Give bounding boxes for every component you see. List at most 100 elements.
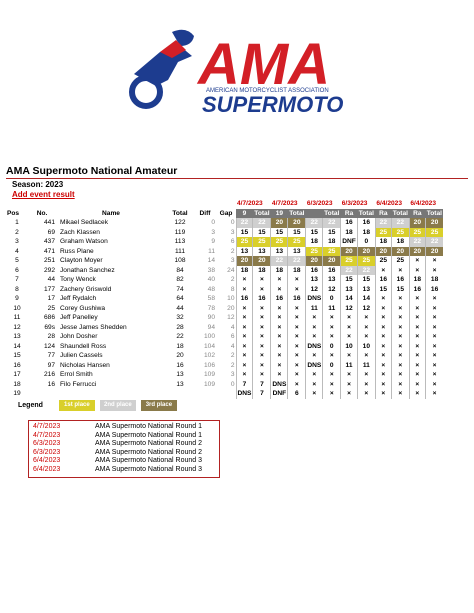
race-result-cell: 16	[270, 294, 288, 304]
race-result-cell: ×	[408, 294, 426, 304]
event-total-cell: ×	[424, 313, 444, 323]
event-total-cell: ×	[287, 351, 306, 361]
event-total-cell: ×	[390, 379, 410, 389]
event-total-cell: ×	[287, 379, 306, 389]
gap-cell: 6	[230, 238, 235, 246]
number-cell: 16	[47, 380, 55, 388]
event-total-cell: 20	[287, 218, 306, 228]
rider-name-cell: Mikael Sedlacek	[60, 219, 109, 227]
event-total-cell: ×	[322, 379, 341, 389]
race-result-cell: 13	[270, 246, 288, 256]
event-total-cell: 13	[287, 246, 306, 256]
pos-cell: 16	[13, 361, 21, 369]
event-total-cell: ×	[322, 313, 341, 323]
total-cell: 119	[174, 228, 186, 236]
race-result-cell: DNF	[340, 237, 358, 247]
event-date: 4/7/2023	[271, 200, 298, 208]
event-total-cell: 0	[322, 294, 341, 304]
event-total-cell: ×	[322, 332, 341, 342]
event-list-item[interactable]: 6/3/2023 AMA Supermoto National Round 2	[33, 440, 215, 449]
race-result-cell: 18	[340, 227, 358, 237]
gap-cell: 2	[230, 361, 235, 369]
race-result-cell: 13	[235, 246, 253, 256]
total-cell: 44	[176, 304, 184, 312]
event-total-cell: 18	[287, 265, 306, 275]
event-total-cell: ×	[252, 360, 271, 370]
event-total-cell: ×	[252, 370, 271, 380]
diff-cell: 106	[203, 361, 215, 369]
event-total-cell: 25	[322, 246, 341, 256]
race-result-cell: ×	[408, 265, 426, 275]
rider-name-cell: Corey Gushiwa	[60, 304, 106, 312]
race-result-cell: 15	[340, 275, 358, 285]
race-result-cell: 20	[270, 218, 288, 228]
race-result-cell: ×	[305, 313, 323, 323]
race-result-cell: DNS	[270, 379, 288, 389]
event-total-cell: ×	[390, 389, 410, 399]
number-cell: 28	[47, 333, 55, 341]
race-result-cell: 13	[340, 284, 358, 294]
table-row: 14 124 Shaundell Ross 18 104 4 × × × × DNS 0 10 10 × × ×…	[6, 341, 444, 351]
rider-name-cell	[56, 389, 166, 399]
add-event-result-link[interactable]: Add event result	[12, 190, 75, 199]
number-cell: 216	[43, 371, 55, 379]
race-result-cell: ×	[270, 332, 288, 342]
event-total-cell: ×	[424, 332, 444, 342]
event-list-item[interactable]: 6/4/2023 AMA Supermoto National Round 3	[33, 466, 215, 475]
table-row: 7 44 Tony Wenck 82 40 2 × × × × 13 13 15 15 16 16 18 18	[6, 275, 444, 285]
race-result-cell: ×	[340, 370, 358, 380]
race-result-cell: ×	[305, 370, 323, 380]
event-list-item[interactable]: 4/7/2023 AMA Supermoto National Round 1	[33, 432, 215, 441]
event-total-cell: 25	[252, 237, 271, 247]
table-row: 16 97 Nicholas Hansen 16 106 2 × × × × DNS 0 11 11 × × ×…	[6, 360, 444, 370]
race-result-cell: ×	[235, 275, 253, 285]
number-cell: 437	[43, 238, 55, 246]
table-row: 17 216 Errol Smith 13 109 3 × × × × × × × × × × × ×	[6, 370, 444, 380]
race-result-cell: ×	[374, 303, 392, 313]
event-total-cell: 10	[356, 341, 376, 351]
logo-tagline: AMERICAN MOTORCYCLIST ASSOCIATION	[206, 88, 329, 94]
event-list-item[interactable]: 6/3/2023 AMA Supermoto National Round 2	[33, 449, 215, 458]
event-total-cell: 0	[322, 341, 341, 351]
race-result-cell: 11	[340, 360, 358, 370]
pos-cell: 1	[15, 219, 19, 227]
event-total-cell: ×	[424, 294, 444, 304]
event-list-item[interactable]: 4/7/2023 AMA Supermoto National Round 1	[33, 423, 215, 432]
race-result-cell: 10	[340, 341, 358, 351]
rider-name-cell: Julien Cassels	[60, 352, 103, 360]
race-result-cell: ×	[270, 303, 288, 313]
table-row: 3 437 Graham Watson 113 9 6 25 25 25 25 18 18 DNF 0 18…	[6, 237, 444, 247]
event-list-item[interactable]: 6/4/2023 AMA Supermoto National Round 3	[33, 457, 215, 466]
col-race: Ra	[409, 208, 426, 218]
race-result-cell: ×	[374, 379, 392, 389]
race-result-cell: ×	[270, 313, 288, 323]
total-cell: 20	[176, 352, 184, 360]
race-result-cell: DNS	[305, 294, 323, 304]
event-total-cell: ×	[287, 341, 306, 351]
number-cell: 17	[47, 295, 55, 303]
col-event-total: Total	[287, 208, 306, 218]
table-row: 9 17 Jeff Rydalch 64 58 10 16 16 16 16 DNS 0 14 14 × × ×…	[6, 294, 444, 304]
table-row: 13 28 John Dosher 22 100 6 × × × × × × × × × × × ×	[6, 332, 444, 342]
pos-cell: 8	[15, 285, 19, 293]
race-result-cell: 20	[408, 246, 426, 256]
number-cell: 686	[43, 314, 55, 322]
race-result-cell: 18	[374, 237, 392, 247]
race-result-cell: 12	[340, 303, 358, 313]
race-result-cell: 18	[305, 237, 323, 247]
race-result-cell: ×	[235, 332, 253, 342]
race-result-cell: 22	[374, 218, 392, 228]
race-result-cell: ×	[305, 379, 323, 389]
number-cell: 292	[43, 266, 55, 274]
pos-cell: 14	[13, 342, 21, 350]
race-result-cell: ×	[374, 294, 392, 304]
race-result-cell: ×	[408, 313, 426, 323]
pos-cell: 11	[13, 314, 21, 322]
race-result-cell: ×	[270, 360, 288, 370]
event-total-cell: ×	[424, 379, 444, 389]
event-total-cell: ×	[322, 322, 341, 332]
pos-cell: 4	[15, 247, 19, 255]
event-total-cell: ×	[252, 341, 271, 351]
col-race: Ra	[340, 208, 358, 218]
number-cell: 69s	[44, 323, 55, 331]
